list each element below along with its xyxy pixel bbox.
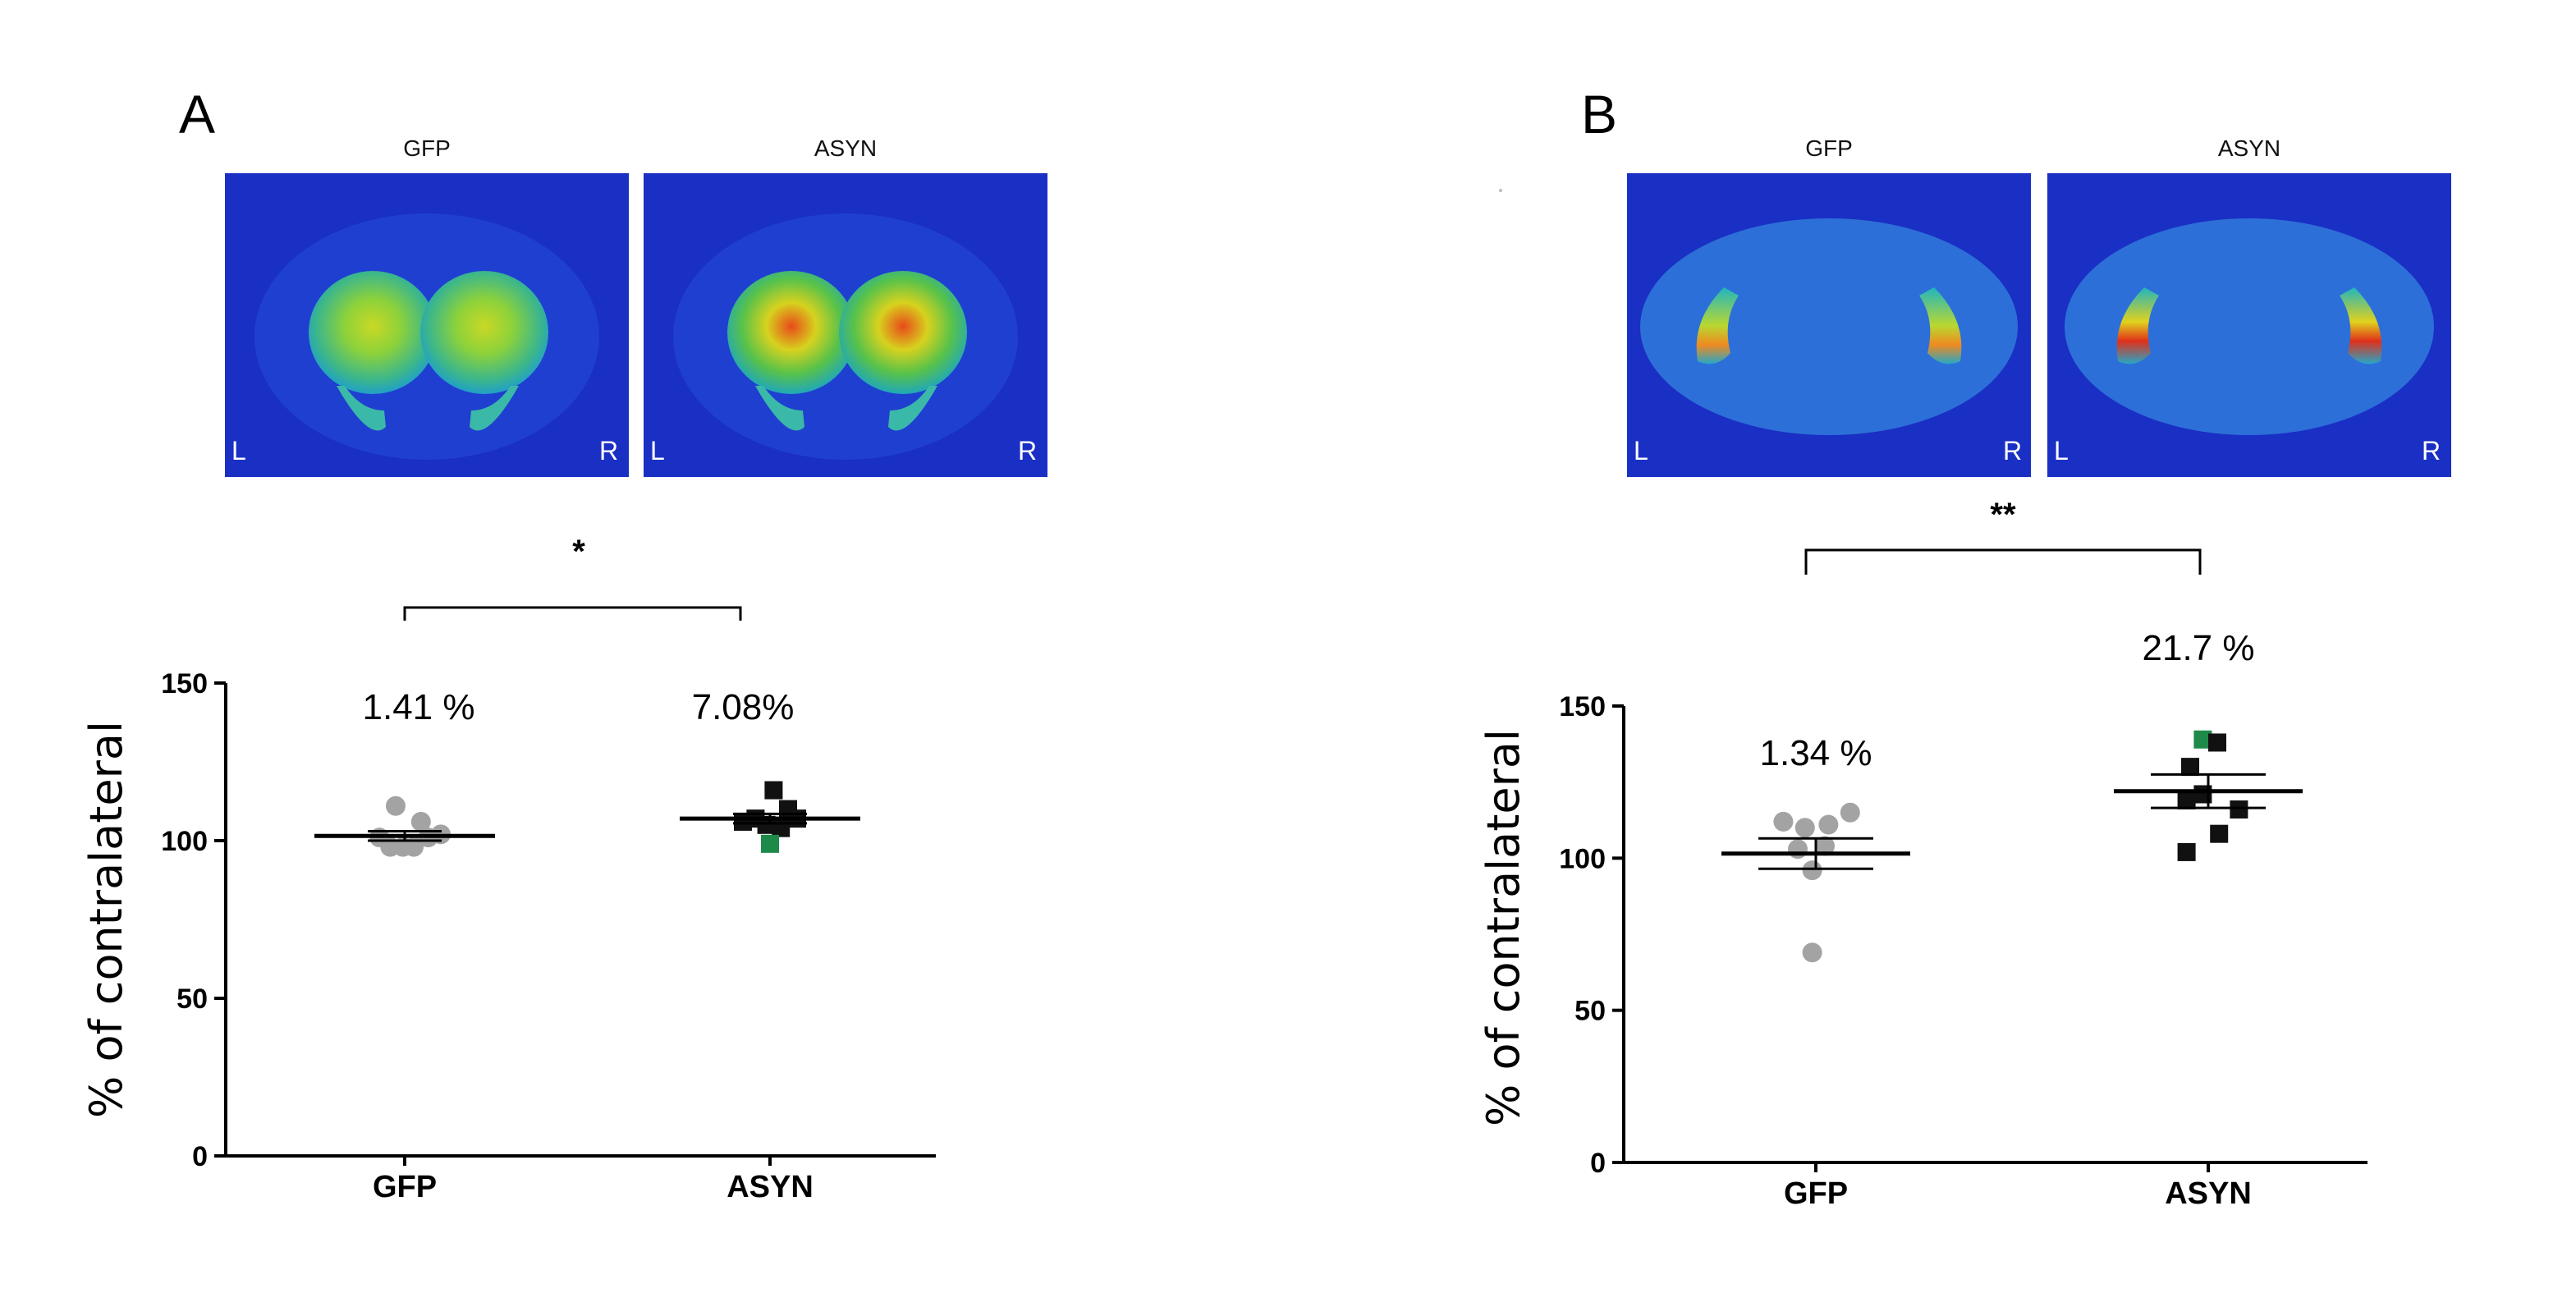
panel-b-image-gfp-left-striatum <box>1696 287 1739 365</box>
panel-b-point-gfp <box>1802 860 1822 881</box>
panel-a-image-gfp-right-label: R <box>599 436 618 465</box>
panel-b-point-gfp <box>1802 942 1822 963</box>
panel-a-image-gfp-left-striatum <box>309 271 437 394</box>
panel-a-image-gfp-title: GFP <box>403 135 451 161</box>
panel-a-ylabel: % of contralateral <box>80 721 132 1118</box>
panel-a-image-asyn: ASYN L R <box>644 135 1047 477</box>
panel-b-point-gfp <box>1794 818 1815 838</box>
panel-b-image-gfp-section <box>1640 218 2018 435</box>
panel-b-image-gfp: GFP L R <box>1627 135 2031 477</box>
panel-a-image-asyn-right-lower <box>888 386 937 431</box>
panel-b-significance: ** <box>1990 497 2016 533</box>
panel-a-image-asyn-right-label: R <box>1018 436 1037 465</box>
panel-a-significance: * <box>572 534 585 570</box>
panel-b-image-asyn-left-label: L <box>2054 436 2069 465</box>
panel-b-image-gfp-right-striatum <box>1919 287 1962 365</box>
panel-b-y-tick-label: 150 <box>1559 691 1606 722</box>
panel-a-image-asyn-right-striatum <box>839 271 967 394</box>
panel-b: B GFP L R ASYN L R ** 1.34 % 21.7 % % <box>1478 84 2451 1211</box>
panel-b-image-gfp-title: GFP <box>1805 135 1853 161</box>
panel-a-annotation-asyn: 7.08% <box>692 687 795 727</box>
panel-b-point-gfp <box>1840 802 1860 823</box>
panel-b-x-category-label: GFP <box>1784 1176 1848 1211</box>
panel-b-point-asyn <box>2177 791 2196 809</box>
panel-b-image-gfp-right-label: R <box>2003 436 2022 465</box>
panel-a-x-category-label: ASYN <box>727 1170 814 1204</box>
panel-b-image-asyn-section <box>2065 218 2434 435</box>
panel-b-point-asyn <box>2193 730 2212 749</box>
panel-a-y-tick-label: 150 <box>161 668 208 699</box>
panel-b-significance-bracket <box>1804 548 2202 575</box>
panel-b-point-gfp <box>1818 814 1839 835</box>
panel-a-y-tick-label: 50 <box>176 984 208 1015</box>
panel-b-image-gfp-left-label: L <box>1634 436 1648 465</box>
panel-a-letter: A <box>179 84 215 144</box>
panel-b-point-asyn <box>2177 842 2196 861</box>
panel-a-point-gfp <box>410 811 431 832</box>
panel-a-image-asyn-left-label: L <box>650 436 665 465</box>
panel-b-point-gfp <box>1773 811 1794 832</box>
panel-a-data-marks <box>314 781 860 857</box>
panel-b-image-asyn-right-striatum <box>2340 287 2382 365</box>
panel-b-y-tick-label: 100 <box>1559 843 1606 874</box>
panel-b-letter: B <box>1581 84 1617 144</box>
panel-b-image-asyn: ASYN L R <box>2047 135 2451 477</box>
panel-a-image-gfp-left-lower <box>337 386 386 431</box>
panel-a-image-gfp: GFP L R <box>225 135 629 477</box>
panel-a-image-gfp-left-label: L <box>231 436 246 465</box>
panel-b-point-gfp <box>1788 839 1808 860</box>
panel-b-point-asyn <box>2210 824 2229 843</box>
panel-b-x-categories: GFP ASYN <box>1784 1162 2252 1211</box>
panel-b-point-asyn <box>2230 800 2248 819</box>
panel-a-annotation-gfp: 1.41 % <box>363 687 475 727</box>
panel-a-y-tick-label: 0 <box>192 1141 208 1172</box>
panel-a-y-tick-label: 100 <box>161 826 208 857</box>
panel-b-annotation-gfp: 1.34 % <box>1760 733 1872 773</box>
panel-b-x-category-label: ASYN <box>2165 1176 2252 1211</box>
panel-b-ylabel: % of contralateral <box>1478 729 1529 1126</box>
panel-b-y-tick-label: 50 <box>1574 996 1606 1027</box>
panel-a-point-gfp <box>404 837 424 857</box>
panel-a-image-asyn-left-lower <box>755 386 804 431</box>
panel-b-annotation-asyn: 21.7 % <box>2143 628 2255 668</box>
panel-a-point-asyn <box>764 781 783 800</box>
panel-a-point-asyn <box>772 818 791 837</box>
panel-b-image-asyn-right-label: R <box>2422 436 2441 465</box>
panel-b-data-marks <box>1721 730 2303 963</box>
panel-b-y-ticks: 0 50 100 150 <box>1559 691 1624 1179</box>
panel-a-image-gfp-right-striatum <box>420 271 548 394</box>
panel-a-point-asyn <box>761 834 779 853</box>
panel-a-x-categories: GFP ASYN <box>373 1156 814 1204</box>
panel-a-image-asyn-left-striatum <box>727 271 855 394</box>
panel-a-point-gfp <box>386 796 406 816</box>
panel-a-image-asyn-title: ASYN <box>814 135 877 161</box>
panel-a: A GFP L R ASYN L R * 1. <box>80 84 1047 1204</box>
panel-b-point-asyn <box>2181 758 2199 777</box>
panel-b-y-tick-label: 0 <box>1590 1148 1606 1179</box>
panel-b-point-gfp <box>1815 836 1835 856</box>
panel-b-image-asyn-title: ASYN <box>2218 135 2280 161</box>
panel-a-y-ticks: 0 50 100 150 <box>161 668 226 1172</box>
panel-a-image-gfp-right-lower <box>470 386 519 431</box>
panel-b-point-asyn <box>2208 733 2226 752</box>
panel-a-x-category-label: GFP <box>373 1170 437 1204</box>
panel-a-significance-bracket <box>403 606 742 621</box>
panel-b-image-asyn-left-striatum <box>2116 287 2159 365</box>
stray-dot <box>1499 189 1502 192</box>
